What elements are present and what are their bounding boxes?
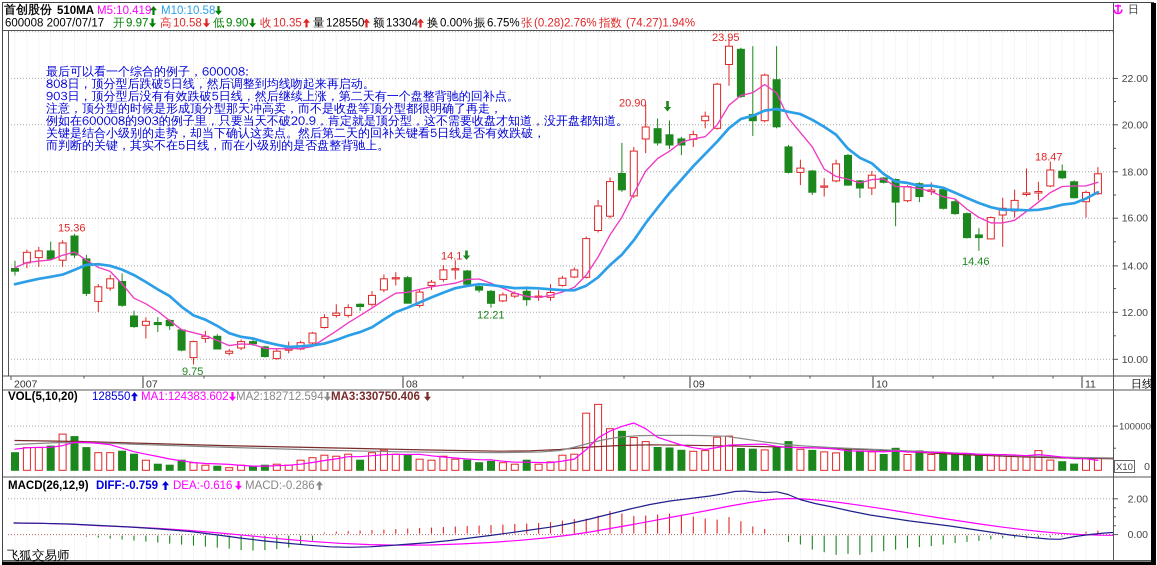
svg-text:10: 10 (876, 379, 888, 391)
svg-text:X10: X10 (1116, 462, 1133, 473)
svg-text:9.97: 9.97 (126, 18, 148, 30)
svg-text:16.00: 16.00 (1122, 213, 1148, 225)
svg-text:0.00: 0.00 (1128, 529, 1149, 541)
svg-text:14.46: 14.46 (962, 256, 990, 268)
svg-text:M5:10.419: M5:10.419 (97, 5, 151, 17)
svg-text:22.00: 22.00 (1122, 73, 1148, 85)
svg-text:(0.28)2.76%: (0.28)2.76% (534, 18, 597, 30)
svg-text:0.00%: 0.00% (440, 18, 473, 30)
svg-text:14.00: 14.00 (1122, 260, 1148, 272)
svg-text:07: 07 (146, 379, 158, 391)
svg-text:MA3:330750.406: MA3:330750.406 (331, 391, 420, 403)
svg-text:MA1:124383.602: MA1:124383.602 (141, 391, 229, 403)
svg-text:10.35: 10.35 (273, 18, 302, 30)
svg-text:DEA:-0.616: DEA:-0.616 (173, 480, 232, 492)
svg-text:128550: 128550 (92, 391, 130, 403)
svg-text:9.75: 9.75 (182, 366, 203, 378)
svg-text:09: 09 (693, 379, 705, 391)
svg-text:08: 08 (406, 379, 418, 391)
svg-text:15.36: 15.36 (58, 223, 86, 235)
svg-text:9.90: 9.90 (226, 18, 248, 30)
svg-text:600008 2007/07/17: 600008 2007/07/17 (5, 18, 104, 30)
svg-text:2007: 2007 (14, 379, 38, 391)
svg-text:12.00: 12.00 (1122, 307, 1148, 319)
svg-text:100000: 100000 (1119, 421, 1151, 432)
svg-text:2.00: 2.00 (1128, 493, 1149, 505)
svg-text:(74.27)1.94%: (74.27)1.94% (626, 18, 695, 30)
svg-text:13304: 13304 (386, 18, 419, 30)
svg-text:M10:10.58: M10:10.58 (161, 5, 215, 17)
svg-text:10.00: 10.00 (1122, 354, 1148, 366)
svg-text:20.90: 20.90 (619, 98, 647, 110)
svg-text:0: 0 (1144, 461, 1150, 473)
svg-text:VOL(5,10,20): VOL(5,10,20) (8, 391, 78, 403)
svg-text:12.21: 12.21 (477, 310, 505, 322)
svg-text:6.75%: 6.75% (487, 18, 520, 30)
svg-text:20.00: 20.00 (1122, 119, 1148, 131)
svg-text:MA2:182712.594: MA2:182712.594 (236, 391, 324, 403)
svg-text:14.1: 14.1 (441, 251, 462, 263)
svg-text:MACD(26,12,9): MACD(26,12,9) (8, 480, 89, 492)
svg-text:23.95: 23.95 (712, 32, 740, 44)
svg-text:MACD:-0.286: MACD:-0.286 (245, 480, 315, 492)
svg-text:18.47: 18.47 (1035, 152, 1063, 164)
svg-text:10.58: 10.58 (173, 18, 202, 30)
svg-text:128550: 128550 (326, 18, 364, 30)
svg-text:510MA: 510MA (57, 5, 94, 17)
svg-text:DIFF:-0.759: DIFF:-0.759 (96, 480, 158, 492)
svg-text:11: 11 (1085, 379, 1096, 391)
svg-text:18.00: 18.00 (1122, 166, 1148, 178)
